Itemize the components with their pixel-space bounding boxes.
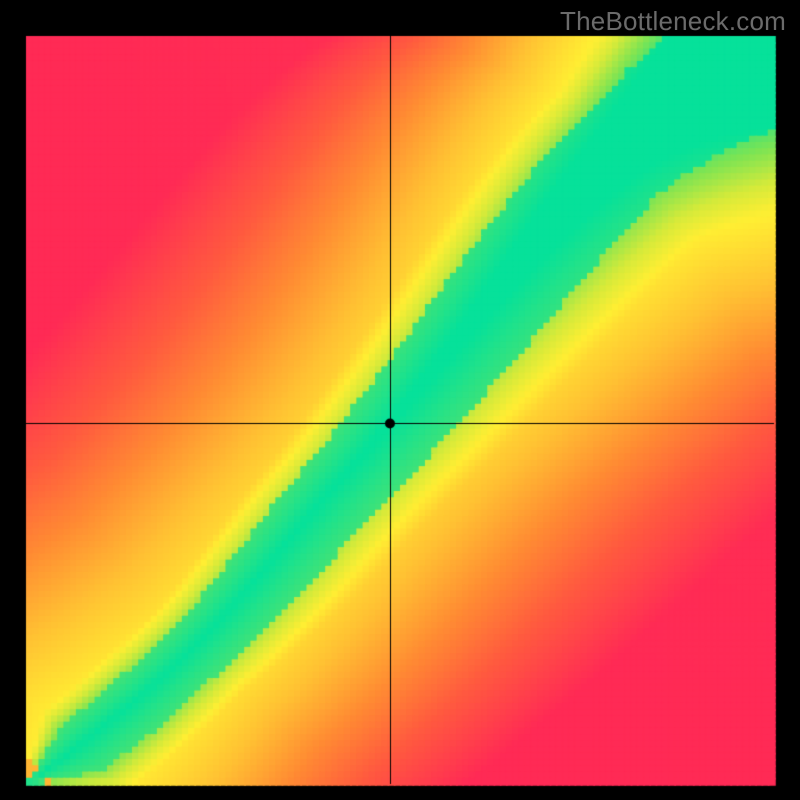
watermark-text: TheBottleneck.com	[560, 6, 786, 37]
bottleneck-heatmap	[0, 0, 800, 800]
